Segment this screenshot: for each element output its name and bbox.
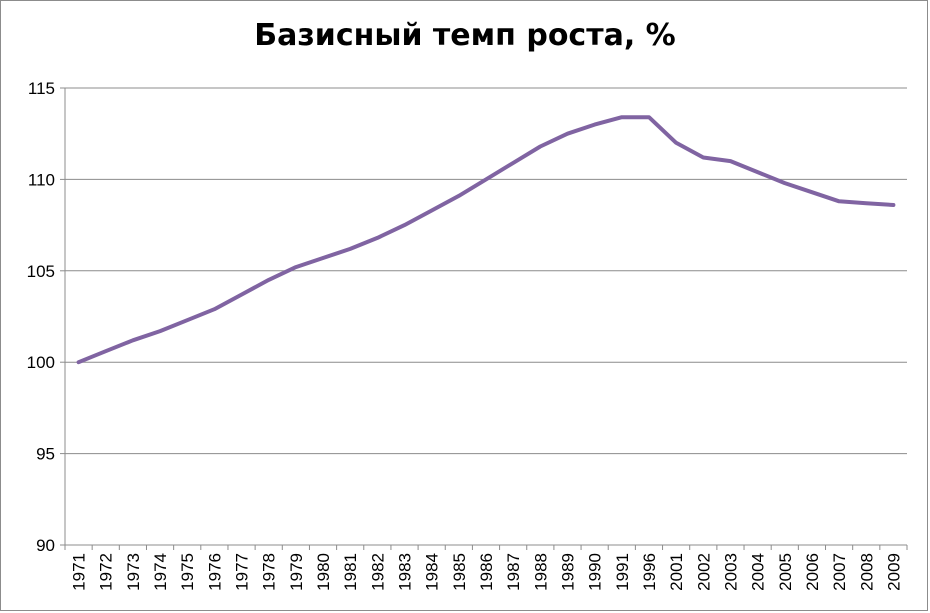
- data-point: [756, 170, 760, 174]
- x-tick-label: 1983: [396, 553, 415, 591]
- x-tick-label: 1988: [531, 553, 550, 591]
- data-point: [891, 203, 895, 207]
- x-tick-label: 1973: [124, 553, 143, 591]
- data-point: [729, 159, 733, 163]
- x-tick-label: 1982: [368, 553, 387, 591]
- x-tick-label: 1984: [423, 553, 442, 591]
- x-tick-label: 1980: [314, 553, 333, 591]
- data-point: [457, 194, 461, 198]
- series-line: [76, 115, 896, 365]
- x-tick-label: 1987: [504, 553, 523, 591]
- x-tick-label: 1990: [586, 553, 605, 591]
- x-tick-label: 1979: [287, 553, 306, 591]
- x-tick-label: 1971: [70, 553, 89, 591]
- axes: [60, 87, 908, 550]
- y-tick-label: 90: [36, 536, 55, 555]
- data-point: [131, 338, 135, 342]
- x-tick-label: 1986: [477, 553, 496, 591]
- x-tick-label: 2006: [803, 553, 822, 591]
- data-point: [484, 177, 488, 181]
- data-point: [620, 115, 624, 119]
- x-tick-label: 1996: [640, 553, 659, 591]
- data-point: [185, 318, 189, 322]
- data-point: [511, 161, 515, 165]
- x-tick-label: 2004: [749, 553, 768, 591]
- data-point: [240, 293, 244, 297]
- x-tick-label: 2008: [857, 553, 876, 591]
- x-tick-label: 1985: [450, 553, 469, 591]
- x-tick-label: 1976: [205, 553, 224, 591]
- y-tick-label: 100: [27, 353, 55, 372]
- y-tick-label: 115: [28, 79, 55, 98]
- y-tick-label: 110: [28, 170, 55, 189]
- data-point: [104, 349, 108, 353]
- x-tick-label: 2003: [721, 553, 740, 591]
- data-point: [837, 199, 841, 203]
- x-tick-label: 2009: [884, 553, 903, 591]
- x-tick-label: 1978: [260, 553, 279, 591]
- data-point: [294, 265, 298, 269]
- data-point: [538, 145, 542, 149]
- data-point: [593, 123, 597, 127]
- data-point: [403, 223, 407, 227]
- data-point: [566, 132, 570, 136]
- x-tick-label: 1974: [151, 553, 170, 591]
- y-tick-labels: 90 95 100 105 110 115: [27, 79, 55, 555]
- x-tick-label: 1975: [178, 553, 197, 591]
- gridlines: [65, 87, 907, 455]
- x-tick-label: 2007: [830, 553, 849, 591]
- series-layer: [76, 115, 896, 365]
- data-point: [647, 115, 651, 119]
- data-point: [158, 329, 162, 333]
- data-point: [212, 307, 216, 311]
- data-point: [321, 256, 325, 260]
- x-tick-label: 2005: [776, 553, 795, 591]
- data-point: [430, 209, 434, 213]
- y-tick-label: 95: [36, 445, 55, 464]
- data-point: [674, 141, 678, 145]
- data-point: [348, 247, 352, 251]
- chart-title: Базисный темп роста, %: [254, 18, 676, 53]
- x-tick-label: 1989: [558, 553, 577, 591]
- x-tick-labels: 1971 1972 1973 1974 1975 1976 1977 1978 1979 1980…: [70, 553, 904, 591]
- data-point: [701, 156, 705, 160]
- data-point: [810, 190, 814, 194]
- x-tick-label: 1972: [97, 553, 116, 591]
- x-tick-label: 2002: [694, 553, 713, 591]
- x-tick-label: 1981: [341, 553, 360, 591]
- data-point: [375, 236, 379, 240]
- data-point: [77, 360, 81, 364]
- data-point: [783, 181, 787, 185]
- x-tick-label: 1991: [613, 553, 632, 591]
- x-tick-label: 2001: [667, 553, 686, 591]
- data-point: [864, 201, 868, 205]
- data-point: [267, 278, 271, 282]
- x-tick-label: 1977: [233, 553, 252, 591]
- y-tick-label: 105: [27, 262, 55, 281]
